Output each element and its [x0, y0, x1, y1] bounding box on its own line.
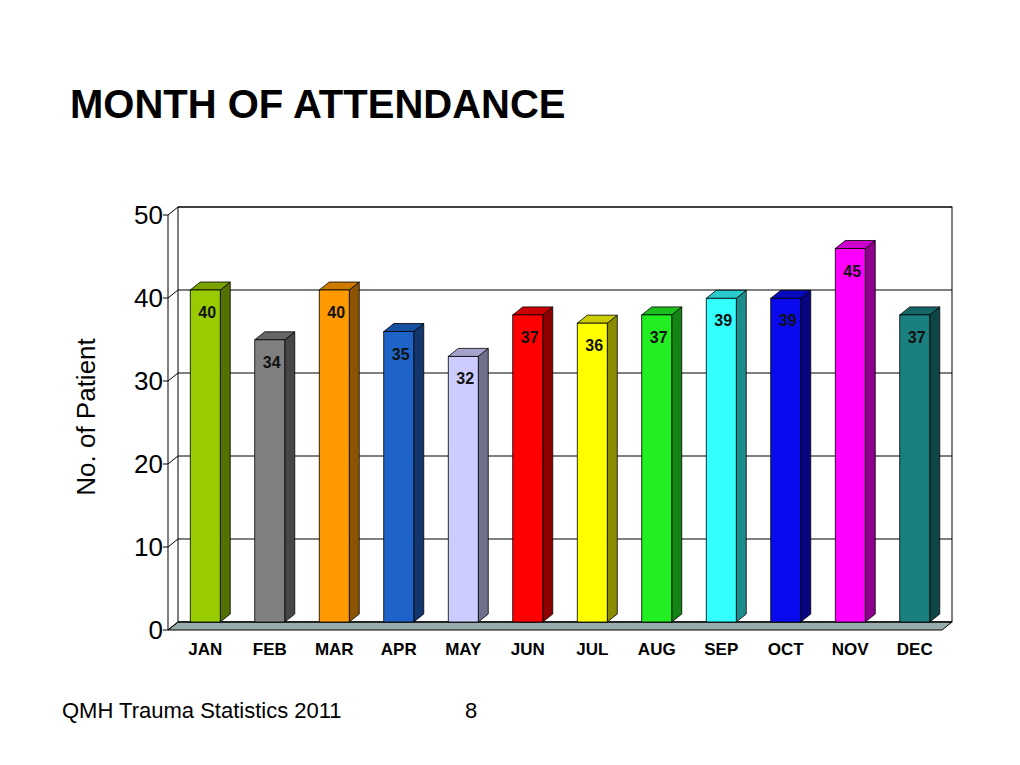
bar-front: [900, 315, 930, 622]
bar-front: [190, 290, 220, 622]
data-label: 36: [585, 337, 603, 354]
data-label: 37: [521, 329, 539, 346]
plot-frame: [178, 207, 952, 622]
grid-line: [168, 622, 952, 630]
category-label: AUG: [638, 640, 676, 659]
bar-front: [255, 340, 285, 622]
bar-side: [672, 307, 682, 622]
y-axis-label: No. of Patient: [71, 337, 101, 495]
bar-top: [771, 290, 811, 298]
tick-mark: [163, 215, 168, 216]
bar: [706, 290, 746, 622]
bar-side: [478, 348, 488, 622]
category-label: JAN: [188, 640, 222, 659]
bar-side: [349, 282, 359, 622]
data-label: 45: [843, 263, 861, 280]
bar-side: [865, 241, 875, 623]
bar-top: [835, 241, 875, 249]
bar: [900, 307, 940, 622]
bar: [255, 332, 295, 622]
bar-top: [319, 282, 359, 290]
tick-mark: [163, 381, 168, 382]
bar-front: [771, 298, 801, 622]
bar: [384, 324, 424, 623]
data-label: 34: [263, 354, 281, 371]
y-axis-line: [168, 215, 169, 630]
bars: [190, 241, 940, 623]
bar-front: [319, 290, 349, 622]
bar-front: [835, 249, 865, 623]
category-label: JUN: [511, 640, 545, 659]
bar-side: [930, 307, 940, 622]
chart: MONTH OF ATTENDANCE 0 10 20 30 40 50 No. of Pat…: [0, 0, 1020, 765]
bar-top: [255, 332, 295, 340]
bar-side: [736, 290, 746, 622]
category-label: MAY: [445, 640, 482, 659]
tick-label: 40: [134, 283, 163, 313]
data-label: 32: [456, 370, 474, 387]
category-label: OCT: [768, 640, 805, 659]
tick-label: 10: [134, 532, 163, 562]
bar-top: [448, 348, 488, 356]
bar-top: [190, 282, 230, 290]
tick-mark: [163, 630, 168, 631]
data-label: 40: [327, 304, 345, 321]
title: MONTH OF ATTENDANCE: [70, 82, 566, 126]
grid-line: [168, 207, 952, 215]
category-label: SEP: [704, 640, 738, 659]
tick-mark: [163, 464, 168, 465]
bar: [835, 241, 875, 623]
bar: [577, 315, 617, 622]
bar-side: [220, 282, 230, 622]
bar-front: [642, 315, 672, 622]
tick-label: 50: [134, 200, 163, 230]
bar: [190, 282, 230, 622]
bar-top: [577, 315, 617, 323]
bar: [448, 348, 488, 622]
bar: [319, 282, 359, 622]
bar-top: [706, 290, 746, 298]
grid-line: [168, 290, 952, 298]
bar-top: [384, 324, 424, 332]
page: {"chart_data": {"type": "bar", "title": …: [0, 0, 1020, 765]
tick-label: 30: [134, 366, 163, 396]
data-label: 37: [908, 329, 926, 346]
bar-side: [801, 290, 811, 622]
bar-side: [607, 315, 617, 622]
data-label: 39: [779, 312, 797, 329]
bar-front: [706, 298, 736, 622]
category-label: APR: [381, 640, 417, 659]
bar-front: [577, 323, 607, 622]
bar: [642, 307, 682, 622]
bar-side: [543, 307, 553, 622]
data-label: 39: [714, 312, 732, 329]
tick-mark: [163, 547, 168, 548]
category-label: MAR: [315, 640, 354, 659]
category-label: JUL: [576, 640, 608, 659]
bar-side: [285, 332, 295, 622]
bar: [513, 307, 553, 622]
category-label: FEB: [253, 640, 287, 659]
category-label: NOV: [832, 640, 870, 659]
data-label: 37: [650, 329, 668, 346]
data-label: 40: [198, 304, 216, 321]
bar-front: [384, 332, 414, 623]
bar-front: [513, 315, 543, 622]
bar-top: [900, 307, 940, 315]
tick-label: 0: [149, 615, 163, 645]
data-labels: 40 34 40 35 32 37 36 37 39 39 45 37: [198, 263, 925, 388]
floor: [168, 622, 952, 630]
bar-top: [642, 307, 682, 315]
tick-mark: [163, 298, 168, 299]
tick-label: 20: [134, 449, 163, 479]
category-label: DEC: [897, 640, 933, 659]
data-label: 35: [392, 346, 410, 363]
bar-side: [414, 324, 424, 623]
page-number: 8: [465, 698, 477, 723]
bar: [771, 290, 811, 622]
footer-text: QMH Trauma Statistics 2011: [62, 698, 342, 723]
bar-top: [513, 307, 553, 315]
bar-front: [448, 356, 478, 622]
